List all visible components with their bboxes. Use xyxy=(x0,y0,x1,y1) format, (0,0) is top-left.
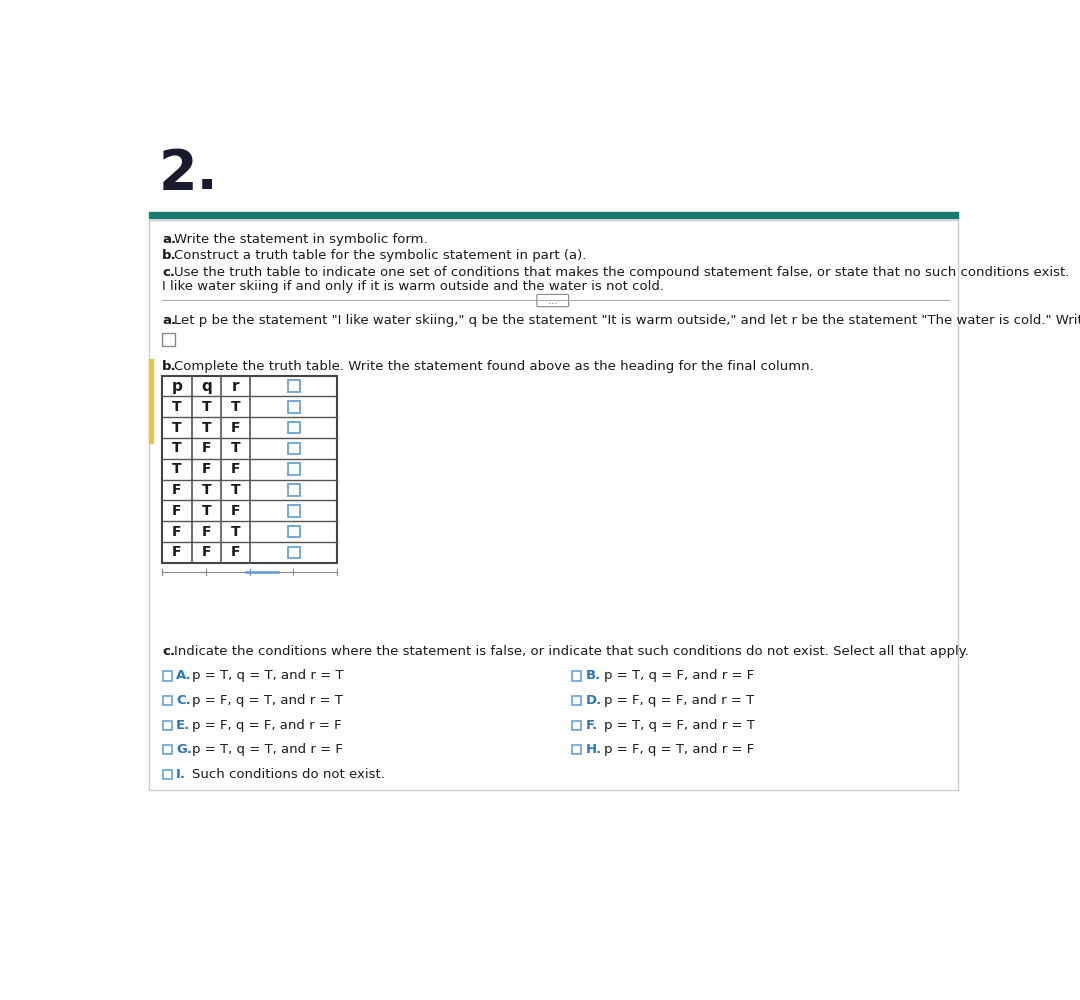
Text: C.: C. xyxy=(176,694,191,707)
Text: c.: c. xyxy=(162,266,175,279)
Bar xyxy=(163,745,172,754)
Text: D.: D. xyxy=(585,694,602,707)
Text: F: F xyxy=(202,545,211,559)
Text: q: q xyxy=(201,379,212,394)
Text: a.: a. xyxy=(162,233,176,246)
Bar xyxy=(288,463,299,475)
Text: T: T xyxy=(231,400,241,414)
Text: r: r xyxy=(232,379,240,394)
Text: Use the truth table to indicate one set of conditions that makes the compound st: Use the truth table to indicate one set … xyxy=(174,266,1069,279)
Bar xyxy=(572,721,581,730)
Text: F: F xyxy=(231,504,241,518)
Text: T: T xyxy=(231,525,241,539)
Text: G.: G. xyxy=(176,743,192,756)
Bar xyxy=(163,770,172,779)
Text: F: F xyxy=(172,504,181,518)
Text: F: F xyxy=(231,545,241,559)
Bar xyxy=(572,696,581,705)
Bar xyxy=(163,671,172,681)
Text: T: T xyxy=(202,483,211,497)
Text: p = F, q = F, and r = T: p = F, q = F, and r = T xyxy=(604,694,754,707)
Bar xyxy=(288,505,299,517)
Text: F.: F. xyxy=(585,719,597,732)
Bar xyxy=(163,721,172,730)
Text: F: F xyxy=(172,545,181,559)
Text: p = F, q = T, and r = F: p = F, q = T, and r = F xyxy=(604,743,754,756)
Text: b.: b. xyxy=(162,360,177,373)
Text: p = T, q = T, and r = F: p = T, q = T, and r = F xyxy=(192,743,343,756)
Text: T: T xyxy=(172,441,181,455)
Text: p = F, q = F, and r = F: p = F, q = F, and r = F xyxy=(192,719,342,732)
Text: c.: c. xyxy=(162,645,175,658)
Text: T: T xyxy=(202,504,211,518)
Text: T: T xyxy=(172,421,181,435)
Bar xyxy=(288,443,299,454)
Text: T: T xyxy=(231,441,241,455)
Text: Indicate the conditions where the statement is false, or indicate that such cond: Indicate the conditions where the statem… xyxy=(174,645,969,658)
Text: p = F, q = T, and r = T: p = F, q = T, and r = T xyxy=(192,694,343,707)
Text: …: … xyxy=(548,296,557,306)
Bar xyxy=(149,359,153,443)
Bar xyxy=(288,422,299,433)
Bar xyxy=(572,745,581,754)
Text: p = T, q = F, and r = F: p = T, q = F, and r = F xyxy=(604,669,754,682)
Bar xyxy=(288,547,299,558)
FancyBboxPatch shape xyxy=(537,294,568,307)
Text: F: F xyxy=(231,421,241,435)
Text: b.: b. xyxy=(162,249,177,262)
Bar xyxy=(163,696,172,705)
Text: H.: H. xyxy=(585,743,602,756)
Text: p = T, q = T, and r = T: p = T, q = T, and r = T xyxy=(192,669,343,682)
Text: I like water skiing if and only if it is warm outside and the water is not cold.: I like water skiing if and only if it is… xyxy=(162,280,664,293)
Text: Construct a truth table for the symbolic statement in part (a).: Construct a truth table for the symbolic… xyxy=(174,249,586,262)
Text: T: T xyxy=(172,462,181,476)
Text: I.: I. xyxy=(176,768,186,781)
Text: T: T xyxy=(231,483,241,497)
Text: a.: a. xyxy=(162,314,176,327)
Bar xyxy=(288,401,299,413)
Bar xyxy=(288,484,299,496)
Text: Such conditions do not exist.: Such conditions do not exist. xyxy=(192,768,386,781)
Bar xyxy=(162,376,337,563)
Text: F: F xyxy=(231,462,241,476)
Bar xyxy=(288,526,299,537)
Bar xyxy=(149,212,958,218)
Text: T: T xyxy=(202,400,211,414)
Bar xyxy=(149,220,958,790)
Bar xyxy=(162,333,175,346)
Text: T: T xyxy=(172,400,181,414)
Text: F: F xyxy=(172,525,181,539)
Text: B.: B. xyxy=(585,669,600,682)
Text: F: F xyxy=(202,462,211,476)
Text: 2.: 2. xyxy=(159,147,218,201)
Text: Let p be the statement "I like water skiing," q be the statement "It is warm out: Let p be the statement "I like water ski… xyxy=(174,314,1080,327)
Text: F: F xyxy=(202,525,211,539)
Text: Write the statement in symbolic form.: Write the statement in symbolic form. xyxy=(174,233,428,246)
Text: F: F xyxy=(172,483,181,497)
Text: A.: A. xyxy=(176,669,192,682)
Text: p = T, q = F, and r = T: p = T, q = F, and r = T xyxy=(604,719,755,732)
Text: p: p xyxy=(172,379,183,394)
Text: F: F xyxy=(202,441,211,455)
Bar xyxy=(572,671,581,681)
Bar xyxy=(288,380,299,392)
Text: T: T xyxy=(202,421,211,435)
Text: E.: E. xyxy=(176,719,190,732)
Text: Complete the truth table. Write the statement found above as the heading for the: Complete the truth table. Write the stat… xyxy=(174,360,813,373)
